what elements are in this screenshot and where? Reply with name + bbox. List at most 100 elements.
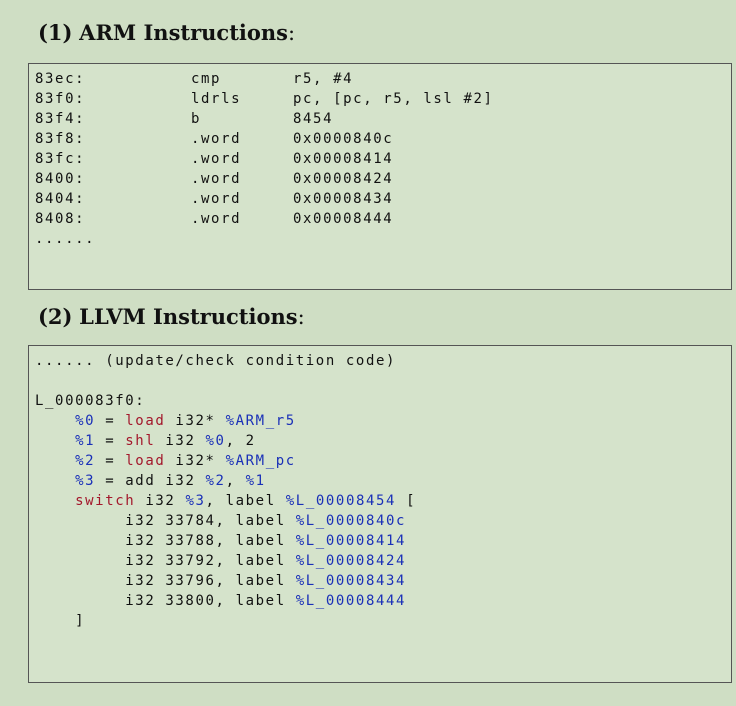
llvm-variable: %ARM_r5 [225,413,296,429]
llvm-text: , 2 [225,433,256,449]
llvm-code-line: %3 = add i32 %2, %1 [35,471,731,491]
llvm-variable: %0 [205,433,226,449]
llvm-code-line: L_000083f0: [35,391,731,411]
llvm-code-line: %0 = load i32* %ARM_r5 [35,411,731,431]
arm-opcode: .word [191,171,242,187]
llvm-text: [ [396,493,417,509]
llvm-variable: %ARM_pc [225,453,296,469]
arm-opcode: .word [191,131,242,147]
llvm-variable: %3 [75,473,96,489]
llvm-text: ] [35,613,86,629]
llvm-text: i32 33788, label [35,533,296,549]
llvm-text [35,413,75,429]
arm-instruction-row: 8400: .word 0x00008424 [29,169,731,189]
llvm-text: i32 33792, label [35,553,296,569]
arm-opcode: .word [191,211,242,227]
arm-operands: 0x0000840c [293,131,394,147]
arm-address: 8408: [35,211,86,227]
llvm-section-colon: : [297,305,305,329]
llvm-text: = [95,413,126,429]
llvm-code-box: ...... (update/check condition code) L_00… [28,345,732,683]
llvm-text: i32 33800, label [35,593,296,609]
llvm-variable: %L_00008434 [295,573,407,589]
arm-instruction-row: 83fc: .word 0x00008414 [29,149,731,169]
llvm-keyword: switch [75,493,136,509]
arm-operands: pc, [pc, r5, lsl #2] [293,91,494,107]
arm-opcode: .word [191,151,242,167]
arm-ellipsis-text: ...... [35,231,96,247]
arm-opcode: .word [191,191,242,207]
llvm-code-line: i32 33796, label %L_00008434 [35,571,731,591]
arm-address: 83f0: [35,91,86,107]
llvm-keyword: shl [125,433,156,449]
llvm-text [35,493,75,509]
arm-instruction-row: 83f8: .word 0x0000840c [29,129,731,149]
llvm-text: , [225,473,246,489]
arm-instruction-row: 83f0: ldrls pc, [pc, r5, lsl #2] [29,89,731,109]
llvm-text: ...... (update/check condition code) [35,353,397,369]
arm-section-title: ARM Instructions [79,20,288,45]
arm-address: 83f4: [35,111,86,127]
llvm-variable: %L_00008424 [295,553,407,569]
llvm-variable: %L_00008444 [295,593,407,609]
llvm-section-heading: (2) LLVM Instructions: [38,304,305,329]
llvm-text: i32* [165,453,226,469]
llvm-section-number: (2) [38,304,73,329]
arm-code-box: 83ec: cmp r5, #4 83f0: ldrls pc, [pc, r5, lsl… [28,63,732,290]
llvm-variable: %L_00008414 [295,533,407,549]
llvm-code-line: i32 33800, label %L_00008444 [35,591,731,611]
llvm-text: , label [205,493,286,509]
llvm-keyword: load [125,413,166,429]
llvm-text: = [95,453,126,469]
llvm-text [35,433,75,449]
llvm-variable: %1 [245,473,266,489]
llvm-variable: %L_0000840c [295,513,407,529]
llvm-text [35,473,75,489]
llvm-code-line: i32 33792, label %L_00008424 [35,551,731,571]
llvm-text: = [95,433,126,449]
arm-section-number: (1) [38,20,73,45]
arm-instruction-row: 8404: .word 0x00008434 [29,189,731,209]
llvm-variable: %L_00008454 [285,493,397,509]
llvm-code-line: ] [35,611,731,631]
arm-address: 8400: [35,171,86,187]
arm-opcode: cmp [191,71,222,87]
arm-operands: 0x00008444 [293,211,394,227]
arm-operands: 0x00008424 [293,171,394,187]
llvm-text: i32 [155,433,206,449]
llvm-keyword: load [125,453,166,469]
arm-instruction-row: 83ec: cmp r5, #4 [29,69,731,89]
arm-operands: 8454 [293,111,334,127]
arm-section-heading: (1) ARM Instructions: [38,20,295,45]
llvm-code-line: %2 = load i32* %ARM_pc [35,451,731,471]
llvm-code-line [35,371,731,391]
arm-ellipsis: ...... [29,229,731,249]
arm-address: 83fc: [35,151,86,167]
arm-address: 83ec: [35,71,86,87]
llvm-variable: %2 [75,453,96,469]
llvm-code-line: i32 33788, label %L_00008414 [35,531,731,551]
arm-section-colon: : [287,21,296,45]
arm-instruction-row: 83f4: b 8454 [29,109,731,129]
llvm-variable: %1 [75,433,96,449]
llvm-text: i32 [135,493,186,509]
llvm-variable: %0 [75,413,96,429]
arm-operands: 0x00008434 [293,191,394,207]
arm-opcode: ldrls [191,91,242,107]
llvm-text: i32 33784, label [35,513,296,529]
llvm-code-line: ...... (update/check condition code) [35,351,731,371]
llvm-text: = add i32 [95,473,206,489]
arm-operands: r5, #4 [293,71,354,87]
llvm-code-line: switch i32 %3, label %L_00008454 [ [35,491,731,511]
llvm-text: L_000083f0: [35,393,146,409]
llvm-text [35,453,75,469]
llvm-variable: %3 [185,493,206,509]
arm-address: 8404: [35,191,86,207]
llvm-code-line: i32 33784, label %L_0000840c [35,511,731,531]
llvm-variable: %2 [205,473,226,489]
arm-instruction-row: 8408: .word 0x00008444 [29,209,731,229]
arm-opcode: b [191,111,202,127]
llvm-text: i32 33796, label [35,573,296,589]
llvm-code-line: %1 = shl i32 %0, 2 [35,431,731,451]
arm-operands: 0x00008414 [293,151,394,167]
